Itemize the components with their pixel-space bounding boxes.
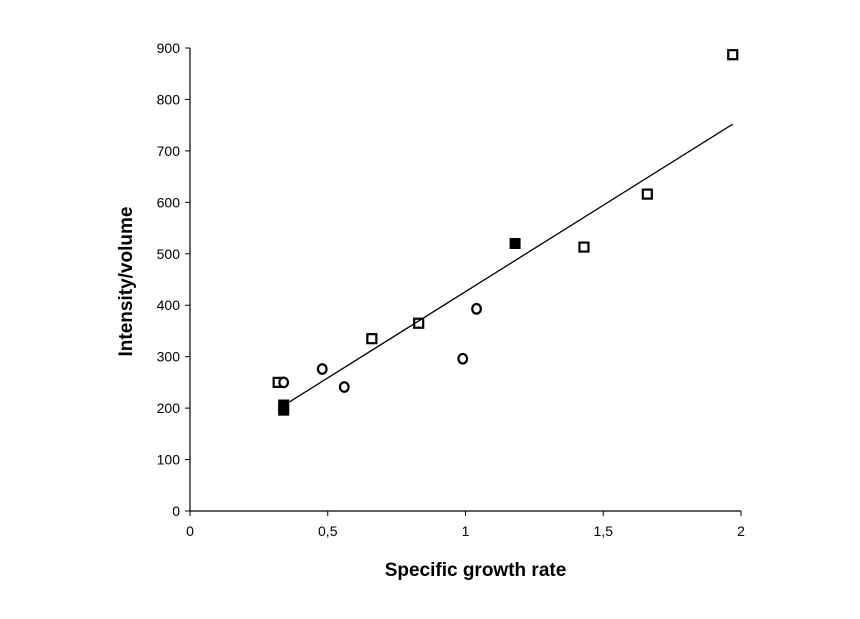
axes [185,47,742,516]
data-point-open-circle [278,376,290,389]
y-axis-title: Intensity/volume [116,207,137,357]
y-tick-label: 400 [157,297,181,313]
y-tick-label: 200 [157,400,181,416]
x-tick-label: 0 [186,523,194,539]
data-point-open-circle [316,363,328,375]
y-tick-label: 600 [157,194,181,210]
x-tick-label: 0,5 [318,523,338,539]
data-point-open-square [366,333,378,345]
x-axis-title: Specific growth rate [385,560,567,581]
data-points [272,49,739,416]
x-tick-label: 1,5 [594,523,614,539]
x-tick-label: 2 [737,523,745,539]
data-point-open-circle [457,352,469,365]
trendline [283,123,734,407]
data-point-open-square [578,241,590,253]
y-tick-label: 300 [157,349,181,365]
y-tick-label: 0 [172,503,180,519]
y-tick-label: 700 [157,143,181,159]
data-point-open-square [641,188,653,200]
data-point-open-circle [471,302,482,315]
y-tick-label: 500 [157,246,181,262]
y-tick-label: 100 [157,452,181,468]
data-point-filled-square [509,237,521,249]
trendline-group [283,123,734,407]
tick-labels: 0 0,5 1 1,5 2 0 100 200 300 400 500 600 700 800 900 [157,40,745,539]
y-tick-label: 800 [157,91,181,107]
x-tick-label: 1 [462,523,470,539]
y-tick-label: 900 [157,40,181,56]
data-point-open-circle [338,381,350,393]
data-point-open-square [727,49,739,61]
